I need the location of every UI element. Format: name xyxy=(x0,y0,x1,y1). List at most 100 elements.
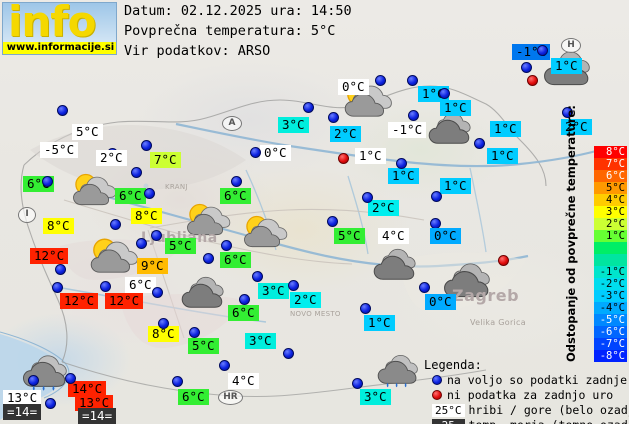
sea-temperature-label: =14= xyxy=(78,408,117,424)
temperature-label: 8°C xyxy=(148,326,179,342)
station-dot-available[interactable] xyxy=(52,282,63,293)
station-dot-available[interactable] xyxy=(537,45,548,56)
station-dot-available[interactable] xyxy=(57,105,68,116)
station-dot-available[interactable] xyxy=(131,167,142,178)
sun-cloud-icon xyxy=(66,168,120,212)
average-temperature-line: Povprečna temperatura: 5°C xyxy=(124,23,336,39)
temperature-label: 13°C xyxy=(75,395,114,411)
station-dot-available[interactable] xyxy=(151,230,162,241)
red-dot-icon xyxy=(432,390,442,400)
temperature-label: 6°C xyxy=(220,188,251,204)
station-dot-available[interactable] xyxy=(152,287,163,298)
station-dot-available[interactable] xyxy=(42,176,53,187)
legend-mountain-chip: 25°C xyxy=(432,404,465,417)
site-logo[interactable]: info www.informacije.si xyxy=(2,2,117,55)
temperature-label: -1°C xyxy=(388,122,427,138)
station-dot-no-data[interactable] xyxy=(527,75,538,86)
logo-url: www.informacije.si xyxy=(3,42,116,54)
temperature-label: 5°C xyxy=(334,228,365,244)
station-dot-available[interactable] xyxy=(141,140,152,151)
temperature-label: 3°C xyxy=(258,283,289,299)
temperature-label: 6°C xyxy=(228,305,259,321)
temperature-label: 1°C xyxy=(388,168,419,184)
temperature-label: 12°C xyxy=(30,248,69,264)
road-marker: A xyxy=(222,116,242,131)
station-dot-available[interactable] xyxy=(407,75,418,86)
station-dot-no-data[interactable] xyxy=(338,153,349,164)
station-dot-available[interactable] xyxy=(408,110,419,121)
station-dot-available[interactable] xyxy=(219,360,230,371)
sun-cloud-icon xyxy=(180,198,234,242)
station-dot-available[interactable] xyxy=(252,271,263,282)
temperature-label: 2°C xyxy=(290,292,321,308)
station-dot-available[interactable] xyxy=(283,348,294,359)
scale-row: -6°C xyxy=(594,326,627,338)
scale-row: 1°C xyxy=(594,230,627,242)
scale-row: -5°C xyxy=(594,314,627,326)
temperature-label: 6°C xyxy=(115,188,146,204)
legend-sea-chip: =25= xyxy=(432,419,465,424)
station-dot-available[interactable] xyxy=(375,75,386,86)
station-dot-available[interactable] xyxy=(328,112,339,123)
legend-title: Legenda: xyxy=(424,358,482,372)
scale-row: -3°C xyxy=(594,290,627,302)
station-dot-available[interactable] xyxy=(136,238,147,249)
station-dot-available[interactable] xyxy=(55,264,66,275)
station-dot-available[interactable] xyxy=(189,327,200,338)
station-dot-available[interactable] xyxy=(521,62,532,73)
station-dot-available[interactable] xyxy=(431,191,442,202)
city-label: Velika Gorica xyxy=(470,318,526,327)
temperature-label: 1°C xyxy=(490,121,521,137)
legend-row-blue: na voljo so podatki zadnje ure xyxy=(424,373,629,388)
station-dot-available[interactable] xyxy=(110,219,121,230)
temperature-label: 2°C xyxy=(330,126,361,142)
station-dot-available[interactable] xyxy=(288,280,299,291)
station-dot-available[interactable] xyxy=(172,376,183,387)
station-dot-available[interactable] xyxy=(239,294,250,305)
station-dot-available[interactable] xyxy=(100,281,111,292)
station-dot-available[interactable] xyxy=(352,378,363,389)
station-dot-available[interactable] xyxy=(562,107,573,118)
temperature-label: 14°C xyxy=(68,381,107,397)
data-source-line: Vir podatkov: ARSO xyxy=(124,43,271,59)
station-dot-available[interactable] xyxy=(221,240,232,251)
station-dot-available[interactable] xyxy=(158,318,169,329)
temperature-deviation-scale: 8°C 7°C 6°C 5°C 4°C 3°C 2°C 1°C -1°C -2°C -3°C -4°C… xyxy=(594,146,627,362)
legend-mountain-text: hribi / gore (belo ozadje) xyxy=(468,403,629,417)
cloud-icon xyxy=(178,272,232,316)
temperature-label: 12°C xyxy=(105,293,144,309)
date-time-line: Datum: 02.12.2025 ura: 14:50 xyxy=(124,3,352,19)
station-dot-available[interactable] xyxy=(28,375,39,386)
cloud-icon xyxy=(425,108,479,152)
cloud-icon xyxy=(370,244,424,288)
station-dot-available[interactable] xyxy=(439,88,450,99)
cloud-icon xyxy=(440,258,499,306)
temperature-label: 8°C xyxy=(43,218,74,234)
temperature-label: 5°C xyxy=(188,338,219,354)
scale-title: Odstopanje od povprečne temperature: xyxy=(564,105,578,362)
temperature-label: 8°C xyxy=(131,208,162,224)
sun-cloud-icon xyxy=(83,232,142,280)
station-dot-available[interactable] xyxy=(360,303,371,314)
station-dot-available[interactable] xyxy=(250,147,261,158)
temperature-label: -5°C xyxy=(40,142,79,158)
station-dot-no-data[interactable] xyxy=(498,255,509,266)
station-dot-available[interactable] xyxy=(474,138,485,149)
station-dot-available[interactable] xyxy=(303,102,314,113)
temperature-label: 3°C xyxy=(278,117,309,133)
station-dot-available[interactable] xyxy=(45,398,56,409)
station-dot-available[interactable] xyxy=(231,176,242,187)
temperature-label: 5°C xyxy=(165,238,196,254)
legend-row-sea: =25= temp. morja (temno ozadje) xyxy=(424,418,629,424)
station-dot-available[interactable] xyxy=(327,216,338,227)
legend: Legenda: na voljo so podatki zadnje ure … xyxy=(424,358,629,424)
station-dot-available[interactable] xyxy=(362,192,373,203)
station-dot-available[interactable] xyxy=(396,158,407,169)
temperature-label: 3°C xyxy=(245,333,276,349)
station-dot-available[interactable] xyxy=(144,188,155,199)
station-dot-available[interactable] xyxy=(203,253,214,264)
temperature-label: 2°C xyxy=(561,119,592,135)
station-dot-available[interactable] xyxy=(419,282,430,293)
road-marker: I xyxy=(18,207,36,223)
station-dot-available[interactable] xyxy=(65,373,76,384)
